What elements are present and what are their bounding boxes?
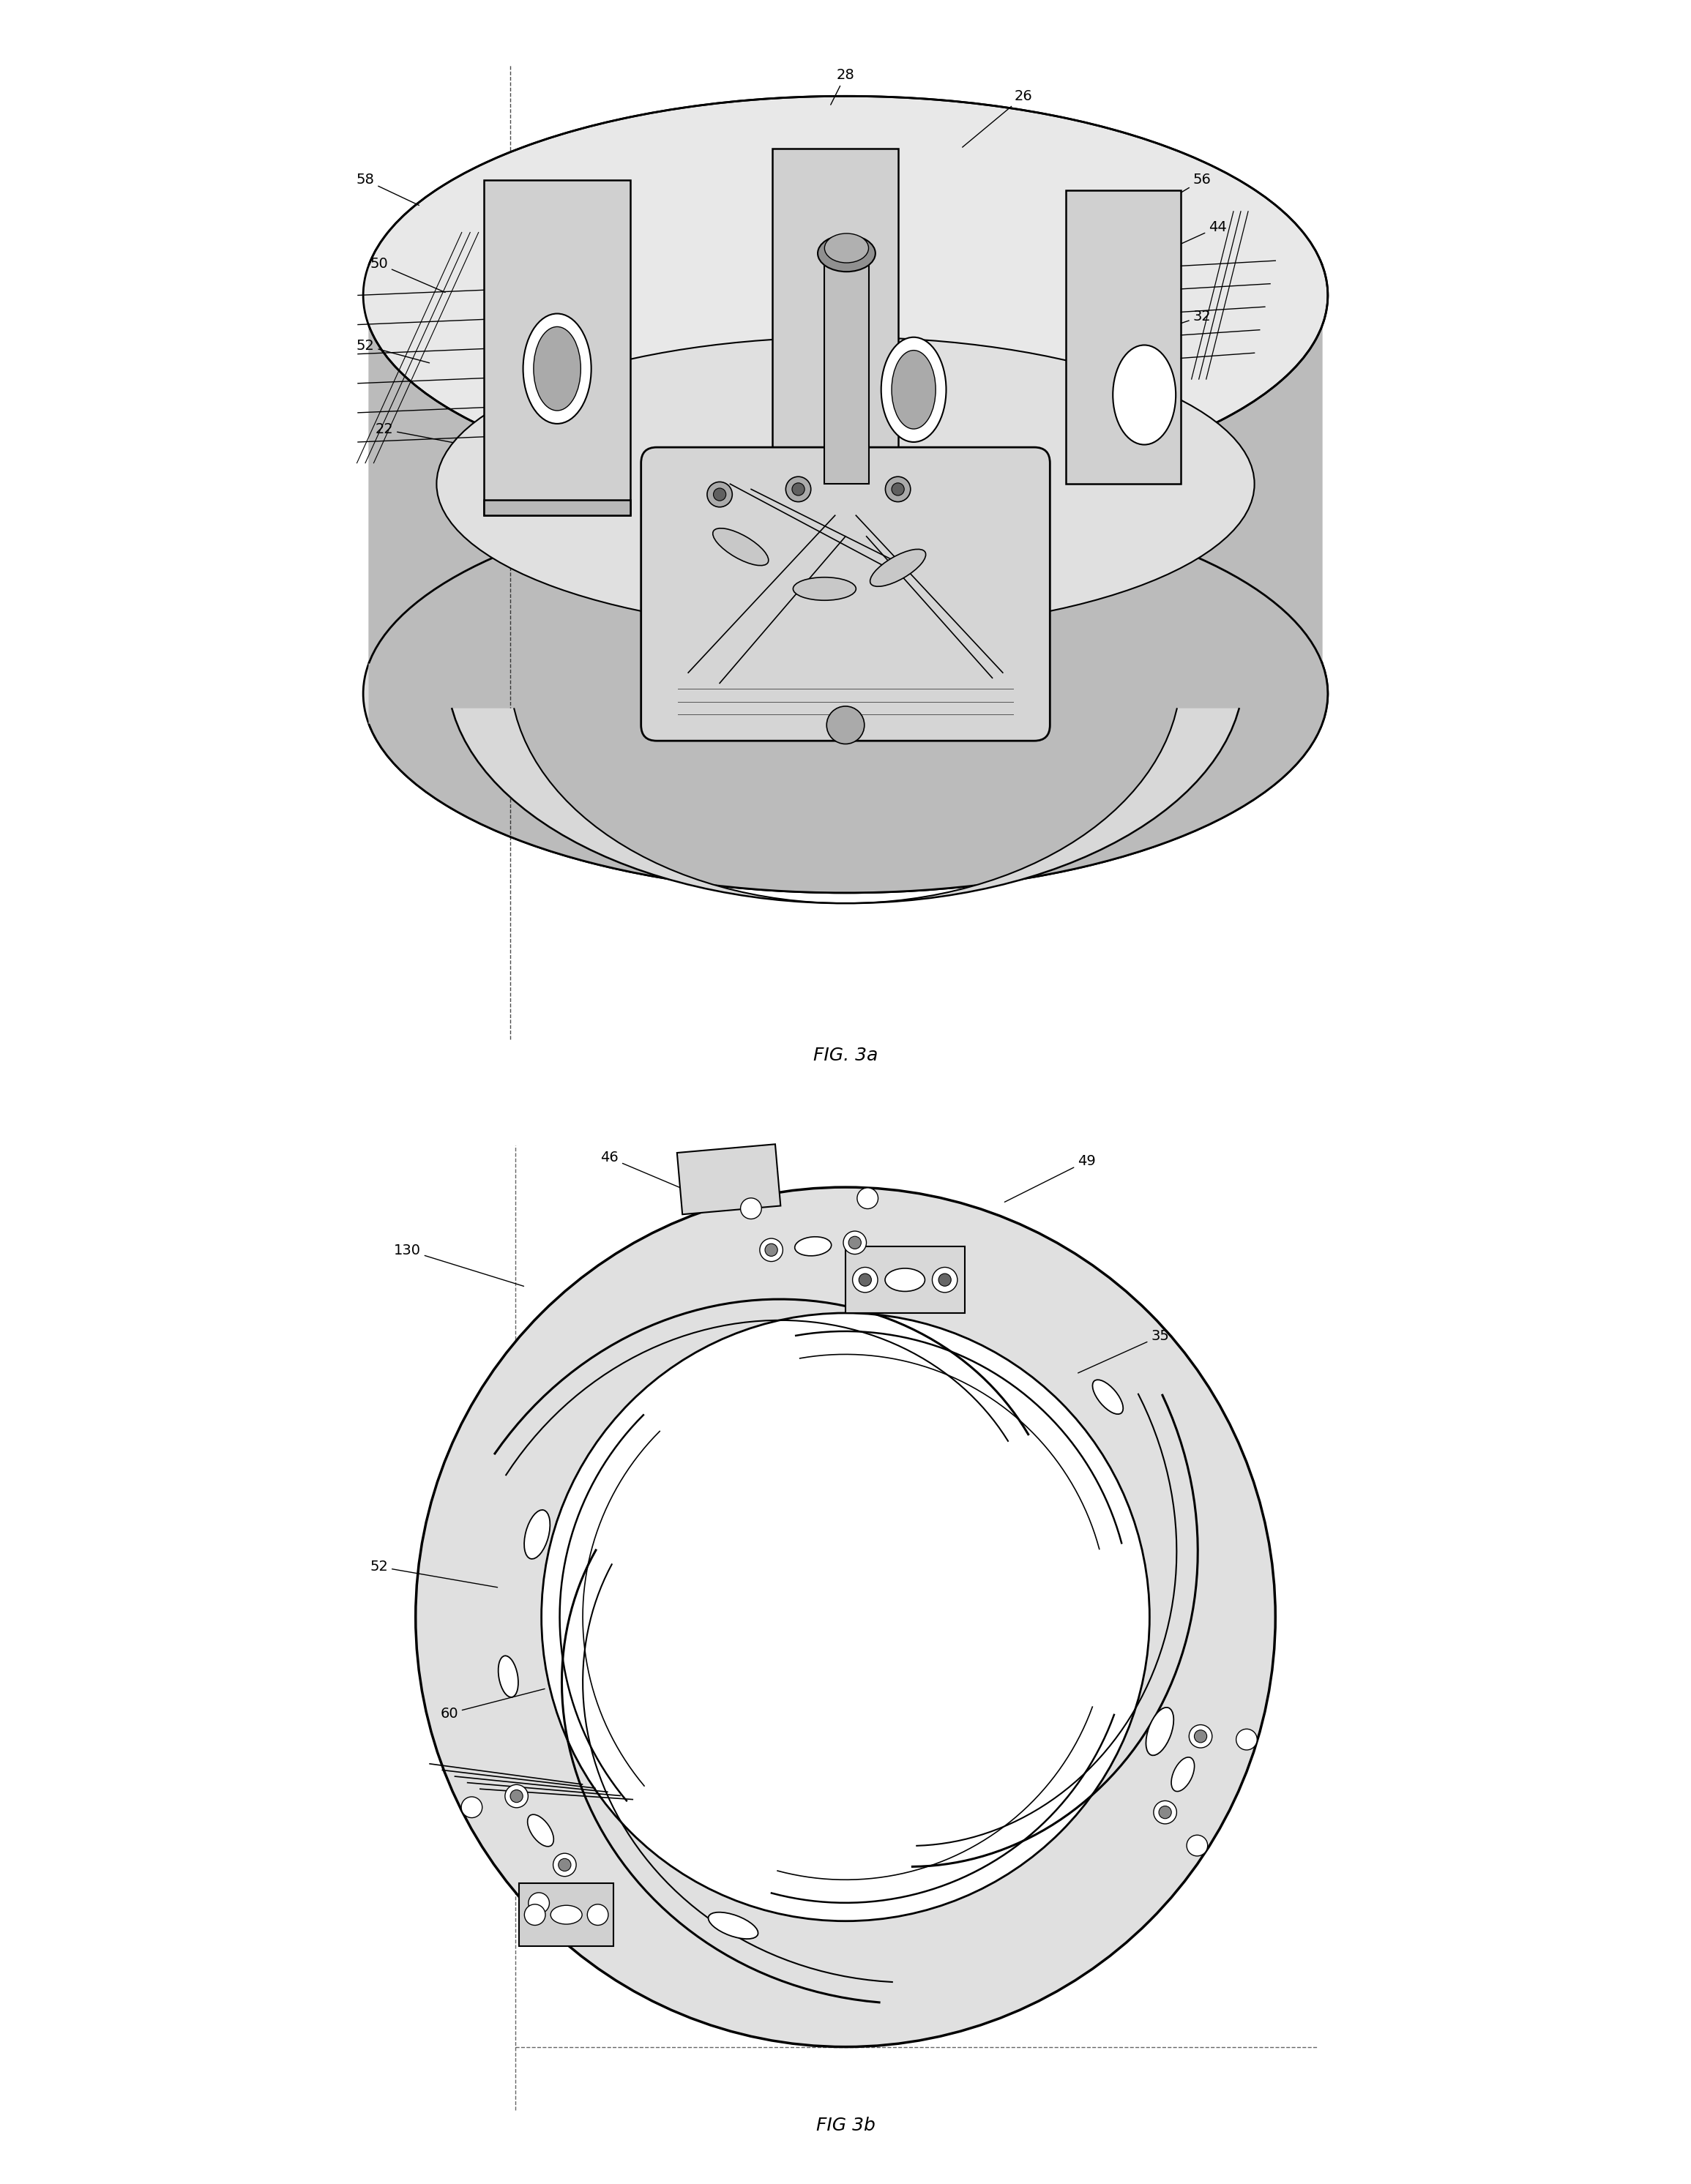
Circle shape [511,1791,523,1802]
Text: 50: 50 [370,258,445,293]
Ellipse shape [436,336,1255,631]
Text: 35: 35 [1079,1330,1168,1374]
Circle shape [859,1273,871,1286]
Circle shape [786,476,812,502]
Circle shape [587,1904,609,1926]
Ellipse shape [795,1236,832,1256]
Circle shape [827,705,864,745]
Ellipse shape [534,328,580,411]
FancyBboxPatch shape [676,1144,781,1214]
Text: FIG. 3a: FIG. 3a [813,1046,878,1064]
Ellipse shape [871,548,925,587]
Text: 60: 60 [440,1688,545,1721]
Polygon shape [369,264,1327,893]
FancyBboxPatch shape [641,448,1050,740]
Circle shape [416,1188,1275,2046]
Text: 32: 32 [1141,310,1211,336]
Circle shape [1153,1802,1177,1824]
Polygon shape [451,710,1240,904]
Ellipse shape [881,336,947,441]
Text: 28: 28 [830,68,854,105]
Circle shape [741,1199,761,1219]
Bar [484,500,631,515]
Circle shape [707,483,732,507]
Circle shape [1236,1730,1256,1749]
Text: 49: 49 [1004,1153,1096,1201]
Text: 22: 22 [375,422,492,450]
Circle shape [714,489,725,500]
Text: 36: 36 [666,535,734,555]
Circle shape [791,483,805,496]
Circle shape [886,476,910,502]
Text: 48: 48 [856,526,905,546]
Text: 130: 130 [394,1243,524,1286]
Ellipse shape [524,1509,550,1559]
Ellipse shape [1113,345,1175,446]
Bar [773,500,898,515]
Circle shape [852,1267,878,1293]
Text: 38: 38 [457,511,565,529]
Circle shape [506,1784,528,1808]
Circle shape [939,1273,950,1286]
Bar [484,179,631,515]
Ellipse shape [1146,1708,1174,1756]
Circle shape [764,1243,778,1256]
Ellipse shape [523,314,592,424]
Circle shape [1194,1730,1207,1743]
Ellipse shape [906,1282,957,1306]
Ellipse shape [825,234,869,262]
Circle shape [932,1267,957,1293]
Circle shape [558,1859,572,1872]
Ellipse shape [714,529,768,566]
Ellipse shape [364,96,1327,494]
Circle shape [462,1797,482,1817]
Text: 52: 52 [370,1559,497,1588]
Ellipse shape [818,236,876,271]
Circle shape [1187,1835,1207,1856]
Text: 52: 52 [357,339,430,363]
FancyBboxPatch shape [846,1247,966,1313]
Polygon shape [369,96,1322,662]
Circle shape [844,1232,866,1254]
Ellipse shape [793,577,856,601]
Text: FIG 3b: FIG 3b [815,2116,876,2134]
Bar [825,253,869,485]
Ellipse shape [528,1815,553,1845]
Circle shape [857,1188,878,1208]
Bar [1065,190,1180,485]
Text: 46: 46 [600,1151,702,1197]
Circle shape [524,1904,546,1926]
Bar [519,1883,614,1946]
Text: 40: 40 [1089,422,1158,448]
Ellipse shape [884,1269,925,1291]
Bar [773,149,898,515]
Circle shape [541,1313,1150,1922]
Ellipse shape [499,1655,517,1697]
Ellipse shape [1172,1758,1194,1791]
Circle shape [1158,1806,1172,1819]
Text: 44: 44 [1162,221,1226,253]
Ellipse shape [709,1913,758,1939]
Text: 26: 26 [962,90,1033,146]
Circle shape [1189,1725,1212,1747]
Circle shape [759,1238,783,1262]
Ellipse shape [1092,1380,1123,1413]
Circle shape [891,483,905,496]
Ellipse shape [551,1904,582,1924]
Ellipse shape [364,494,1327,893]
Circle shape [528,1894,550,1913]
Text: 56: 56 [1152,173,1211,210]
Circle shape [849,1236,861,1249]
Text: 34: 34 [543,524,632,544]
Text: 58: 58 [357,173,419,205]
Ellipse shape [891,349,935,428]
Circle shape [553,1854,577,1876]
